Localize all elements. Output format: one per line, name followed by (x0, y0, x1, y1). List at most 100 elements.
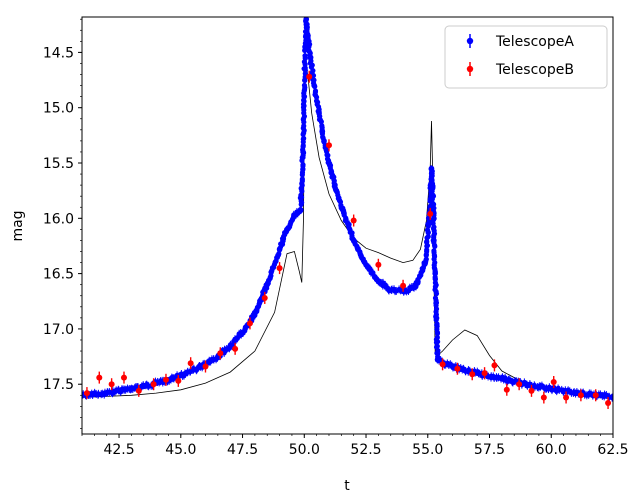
telescope-a-point (264, 281, 271, 288)
telescope-a-point (227, 343, 233, 350)
telescope-a-point (305, 33, 311, 39)
x-tick-label: 52.5 (350, 442, 381, 458)
series-telescope-b (83, 70, 612, 410)
telescope-b-point (162, 376, 169, 383)
telescope-a-point (318, 119, 324, 125)
telescope-a-point (610, 393, 613, 400)
telescope-a-point (300, 149, 306, 155)
telescope-a-point (433, 315, 440, 321)
telescope-b-point (605, 400, 612, 407)
telescope-a-point (474, 370, 480, 376)
telescope-a-point (412, 284, 419, 290)
x-tick-label: 45.0 (165, 442, 196, 458)
telescope-a-point (340, 209, 347, 216)
y-tick-label: 16.5 (43, 267, 74, 283)
telescope-b-point (120, 374, 127, 381)
telescope-a-point (299, 176, 305, 182)
telescope-b-point (454, 365, 461, 372)
telescope-b-point (232, 345, 239, 352)
telescope-b-point (375, 261, 382, 268)
telescope-a-point (252, 310, 258, 317)
y-tick-label: 17.0 (43, 322, 74, 338)
telescope-a-point (431, 237, 437, 244)
y-axis-label: mag (10, 210, 26, 241)
telescope-a-point (291, 213, 298, 219)
telescope-a-point (302, 53, 308, 59)
telescope-a-point (316, 110, 322, 117)
x-tick-label: 50.0 (289, 442, 320, 458)
telescope-a-point (333, 187, 340, 194)
telescope-a-point (103, 390, 110, 396)
telescope-b-point (261, 294, 268, 301)
y-tick-label: 14.5 (43, 45, 74, 61)
telescope-b-point (577, 392, 584, 399)
telescope-b-point (481, 370, 488, 377)
telescope-a-point (425, 234, 431, 240)
x-tick-label: 62.5 (597, 442, 628, 458)
telescope-b-point (592, 392, 599, 399)
y-tick-label: 17.5 (43, 377, 74, 393)
x-tick-label: 42.5 (103, 442, 134, 458)
telescope-a-point (301, 82, 308, 88)
telescope-a-point (499, 375, 505, 382)
plot-area (82, 17, 613, 410)
model-curve (82, 61, 613, 398)
telescope-a-point (432, 270, 438, 277)
y-tick-label: 15.5 (43, 156, 74, 172)
telescope-b-point (276, 265, 283, 272)
x-tick-label: 47.5 (227, 442, 258, 458)
legend-marker-telescope-a (466, 34, 474, 48)
telescope-b-point (503, 386, 510, 393)
telescope-b-point (83, 390, 90, 397)
x-tick-label: 55.0 (412, 442, 443, 458)
telescope-a-point (449, 363, 456, 370)
telescope-b-point (516, 381, 523, 388)
telescope-a-point (350, 237, 357, 244)
legend-label-telescope-b: TelescopeB (495, 62, 574, 78)
y-axis: 14.5 15.0 15.5 16.0 16.5 17.0 17.5 (43, 18, 82, 429)
telescope-a-point (140, 383, 147, 390)
telescope-a-point (375, 278, 382, 285)
x-axis: 42.5 45.0 47.5 50.0 52.5 55.0 57.5 60.0 62.5 (81, 434, 629, 458)
telescope-a-point (190, 367, 196, 373)
telescope-a-point (422, 259, 429, 266)
telescope-a-point (307, 55, 314, 61)
telescope-a-point (387, 287, 394, 294)
telescope-a-point (177, 372, 184, 379)
x-tick-label: 57.5 (474, 442, 505, 458)
telescope-b-point (96, 374, 103, 381)
telescope-a-point (311, 82, 317, 89)
telescope-a-point (284, 226, 290, 233)
telescope-a-point (301, 93, 308, 100)
telescope-a-point (432, 243, 438, 250)
telescope-b-point (491, 362, 498, 369)
x-tick-label: 60.0 (536, 442, 567, 458)
telescope-b-point (187, 360, 194, 367)
telescope-b-point (150, 381, 157, 388)
telescope-a-point (573, 390, 579, 396)
telescope-b-point (550, 379, 557, 386)
telescope-b-point (528, 387, 535, 394)
telescope-b-point (217, 350, 224, 357)
telescope-b-point (246, 320, 253, 327)
telescope-a-point (433, 291, 440, 297)
telescope-b-point (202, 363, 209, 370)
telescope-a-point (429, 184, 436, 191)
telescope-a-point (428, 165, 435, 172)
legend-label-telescope-a: TelescopeA (495, 34, 574, 50)
telescope-b-point (469, 371, 476, 378)
telescope-a-point (424, 227, 431, 233)
telescope-a-point (321, 138, 327, 144)
telescope-b-point (325, 142, 332, 149)
telescope-a-point (434, 330, 441, 336)
telescope-a-point (434, 357, 441, 363)
legend-marker-telescope-b (466, 62, 474, 76)
telescope-a-point (548, 385, 555, 392)
telescope-a-point (597, 392, 604, 399)
telescope-a-point (297, 207, 304, 214)
axes-frame (81, 16, 614, 435)
y-tick-label: 15.0 (43, 101, 74, 117)
telescope-b-point (427, 210, 434, 217)
telescope-b-point (540, 394, 547, 401)
